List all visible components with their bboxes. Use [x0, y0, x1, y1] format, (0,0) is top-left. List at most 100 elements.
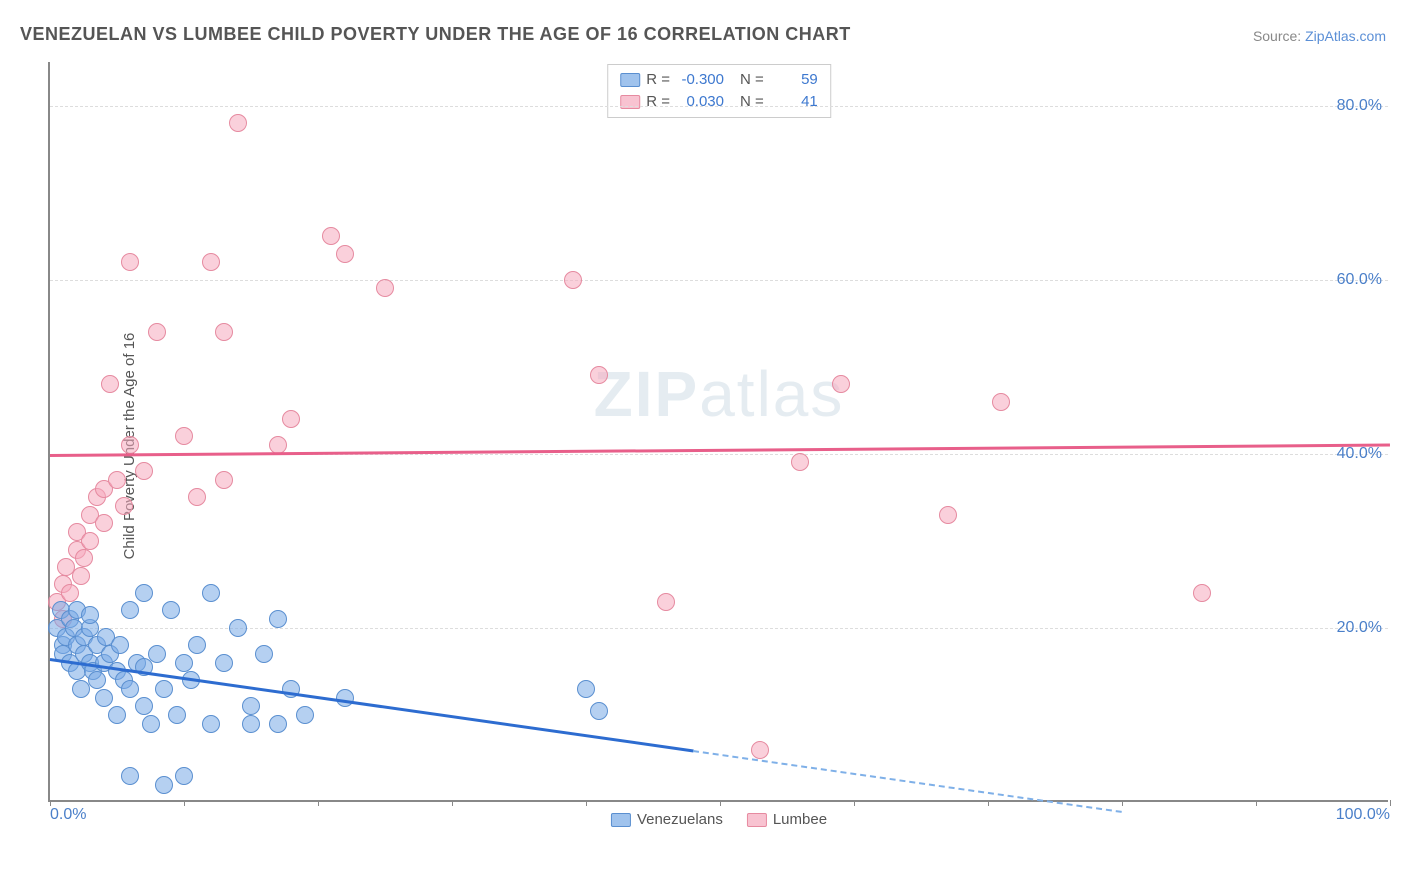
scatter-point	[832, 375, 850, 393]
legend-correlation: R = -0.300 N = 59 R = 0.030 N = 41	[607, 64, 831, 118]
x-tick	[988, 800, 989, 806]
scatter-point	[376, 279, 394, 297]
r-label: R =	[646, 69, 670, 91]
y-tick-label: 40.0%	[1337, 445, 1382, 463]
x-tick	[452, 800, 453, 806]
scatter-point	[229, 619, 247, 637]
source-attribution: Source: ZipAtlas.com	[1253, 28, 1386, 44]
scatter-point	[269, 610, 287, 628]
scatter-point	[81, 532, 99, 550]
scatter-point	[111, 636, 129, 654]
gridline	[50, 628, 1388, 629]
scatter-point	[215, 654, 233, 672]
gridline	[50, 106, 1388, 107]
scatter-point	[296, 706, 314, 724]
x-tick	[1256, 800, 1257, 806]
scatter-point	[939, 506, 957, 524]
swatch-lumbee-icon-2	[747, 813, 767, 827]
scatter-point	[88, 671, 106, 689]
scatter-point	[121, 601, 139, 619]
scatter-point	[791, 453, 809, 471]
legend-row-venezuelans: R = -0.300 N = 59	[620, 69, 818, 91]
x-tick	[1390, 800, 1391, 806]
scatter-point	[72, 567, 90, 585]
scatter-point	[751, 741, 769, 759]
r-value-venezuelans: -0.300	[676, 69, 724, 91]
scatter-point	[155, 680, 173, 698]
scatter-point	[188, 488, 206, 506]
n-label: N =	[740, 69, 764, 91]
x-tick	[318, 800, 319, 806]
scatter-point	[135, 462, 153, 480]
scatter-point	[155, 776, 173, 794]
swatch-venezuelans-icon	[620, 73, 640, 87]
scatter-point	[121, 680, 139, 698]
scatter-point	[175, 654, 193, 672]
scatter-point	[61, 584, 79, 602]
scatter-point	[148, 645, 166, 663]
y-tick-label: 20.0%	[1337, 619, 1382, 637]
scatter-point	[75, 549, 93, 567]
x-tick	[586, 800, 587, 806]
legend-label-lumbee: Lumbee	[773, 811, 827, 828]
n-label-2: N =	[740, 91, 764, 113]
scatter-point	[162, 601, 180, 619]
scatter-point	[336, 689, 354, 707]
legend-item-venezuelans: Venezuelans	[611, 811, 723, 828]
scatter-point	[202, 253, 220, 271]
r-value-lumbee: 0.030	[676, 91, 724, 113]
scatter-point	[992, 393, 1010, 411]
plot-area: ZIPatlas R = -0.300 N = 59 R = 0.030 N =…	[48, 62, 1388, 802]
scatter-point	[108, 706, 126, 724]
chart-title: VENEZUELAN VS LUMBEE CHILD POVERTY UNDER…	[20, 24, 851, 45]
scatter-point	[242, 715, 260, 733]
scatter-point	[564, 271, 582, 289]
scatter-point	[135, 584, 153, 602]
scatter-point	[108, 471, 126, 489]
scatter-point	[168, 706, 186, 724]
legend-item-lumbee: Lumbee	[747, 811, 827, 828]
x-tick-label: 0.0%	[50, 806, 86, 824]
scatter-point	[135, 697, 153, 715]
source-prefix: Source:	[1253, 28, 1305, 44]
source-link[interactable]: ZipAtlas.com	[1305, 28, 1386, 44]
scatter-point	[282, 410, 300, 428]
scatter-point	[202, 584, 220, 602]
x-tick-label: 100.0%	[1336, 806, 1390, 824]
watermark-bold: ZIP	[594, 358, 700, 430]
gridline	[50, 280, 1388, 281]
x-tick	[1122, 800, 1123, 806]
watermark: ZIPatlas	[594, 357, 845, 431]
scatter-point	[121, 436, 139, 454]
scatter-point	[148, 323, 166, 341]
scatter-point	[590, 702, 608, 720]
scatter-point	[255, 645, 273, 663]
scatter-point	[1193, 584, 1211, 602]
y-tick-label: 60.0%	[1337, 271, 1382, 289]
legend-series: Venezuelans Lumbee	[611, 811, 827, 828]
legend-row-lumbee: R = 0.030 N = 41	[620, 91, 818, 113]
legend-label-venezuelans: Venezuelans	[637, 811, 723, 828]
scatter-point	[175, 427, 193, 445]
trendline-venezuelans-extrapolated	[693, 750, 1122, 813]
scatter-point	[115, 497, 133, 515]
x-tick	[184, 800, 185, 806]
scatter-point	[81, 606, 99, 624]
scatter-point	[72, 680, 90, 698]
scatter-point	[590, 366, 608, 384]
scatter-point	[175, 767, 193, 785]
scatter-point	[215, 471, 233, 489]
scatter-point	[188, 636, 206, 654]
scatter-point	[657, 593, 675, 611]
swatch-venezuelans-icon-2	[611, 813, 631, 827]
scatter-point	[322, 227, 340, 245]
scatter-point	[202, 715, 220, 733]
scatter-point	[101, 375, 119, 393]
scatter-point	[121, 253, 139, 271]
scatter-point	[229, 114, 247, 132]
y-tick-label: 80.0%	[1337, 97, 1382, 115]
scatter-point	[215, 323, 233, 341]
scatter-point	[142, 715, 160, 733]
scatter-point	[269, 715, 287, 733]
n-value-lumbee: 41	[770, 91, 818, 113]
